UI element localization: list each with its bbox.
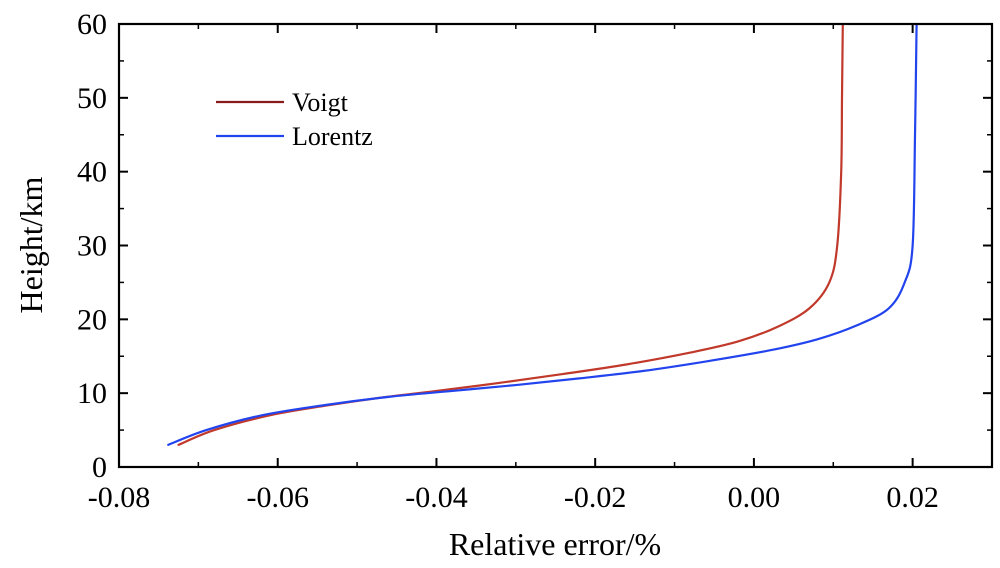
y-axis-title: Height/km <box>13 176 49 313</box>
series-layer <box>167 22 918 446</box>
x-tick-label: 0.00 <box>728 481 781 514</box>
legend-label-lorentz: Lorentz <box>292 122 373 151</box>
x-tick-label: -0.06 <box>246 481 309 514</box>
y-tick-label: 50 <box>77 82 107 115</box>
x-tick-label: -0.08 <box>88 481 151 514</box>
x-tick-label: -0.04 <box>405 481 468 514</box>
series-line-lorentz <box>167 22 918 446</box>
tick-layer: -0.08 -0.06 -0.04 -0.02 0.00 0.02 0 10 20 30 40 50 6… <box>77 8 992 514</box>
x-axis-title: Relative error/% <box>449 526 661 562</box>
y-tick-label: 30 <box>77 230 107 263</box>
legend: Voigt Lorentz <box>216 88 373 151</box>
y-tick-label: 40 <box>77 156 107 189</box>
x-tick-label: 0.02 <box>886 481 939 514</box>
y-tick-label: 0 <box>92 451 107 484</box>
y-tick-label: 60 <box>77 8 107 41</box>
y-tick-label: 20 <box>77 303 107 336</box>
x-tick-label: -0.02 <box>564 481 627 514</box>
legend-label-voigt: Voigt <box>292 88 349 117</box>
y-tick-label: 10 <box>77 377 107 410</box>
